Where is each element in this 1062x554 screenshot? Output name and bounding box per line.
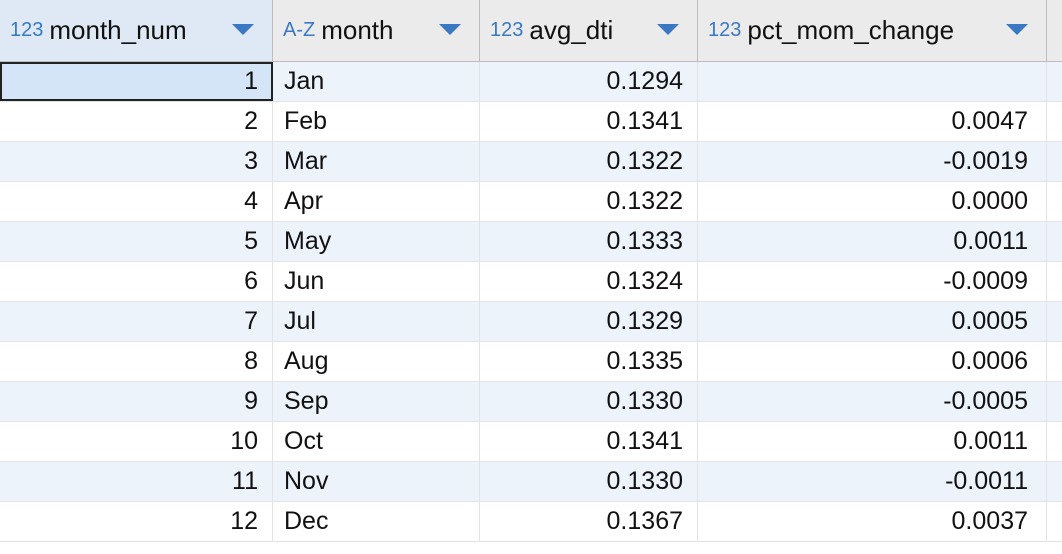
cell-month-num[interactable]: 1: [0, 62, 273, 101]
cell-pct-mom-change[interactable]: 0.0047: [698, 102, 1047, 141]
table-row[interactable]: 2 Feb 0.1341 0.0047: [0, 102, 1062, 142]
cell-month-num[interactable]: 3: [0, 142, 273, 181]
chevron-down-icon[interactable]: [439, 24, 461, 35]
cell-avg-dti[interactable]: 0.1333: [480, 222, 698, 261]
cell-month-num[interactable]: 4: [0, 182, 273, 221]
cell-avg-dti[interactable]: 0.1330: [480, 462, 698, 501]
cell-month[interactable]: Dec: [273, 502, 480, 541]
table-row[interactable]: 12 Dec 0.1367 0.0037: [0, 502, 1062, 542]
column-header-label: avg_dti: [529, 15, 614, 45]
table-row[interactable]: 10 Oct 0.1341 0.0011: [0, 422, 1062, 462]
row-filler: [1047, 182, 1062, 221]
cell-avg-dti[interactable]: 0.1335: [480, 342, 698, 381]
numeric-type-icon: 123: [490, 19, 524, 41]
cell-month[interactable]: Feb: [273, 102, 480, 141]
table-row[interactable]: 6 Jun 0.1324 -0.0009: [0, 262, 1062, 302]
table-row[interactable]: 11 Nov 0.1330 -0.0011: [0, 462, 1062, 502]
cell-month[interactable]: Jul: [273, 302, 480, 341]
cell-avg-dti[interactable]: 0.1322: [480, 182, 698, 221]
cell-pct-mom-change[interactable]: -0.0019: [698, 142, 1047, 181]
table-row[interactable]: 8 Aug 0.1335 0.0006: [0, 342, 1062, 382]
cell-month[interactable]: Sep: [273, 382, 480, 421]
header-spacer: [1047, 0, 1062, 61]
table-row[interactable]: 9 Sep 0.1330 -0.0005: [0, 382, 1062, 422]
table-row[interactable]: 1 Jan 0.1294: [0, 62, 1062, 102]
row-filler: [1047, 462, 1062, 501]
cell-month[interactable]: Apr: [273, 182, 480, 221]
column-header-month[interactable]: A-Z month: [273, 0, 480, 61]
cell-month-num[interactable]: 12: [0, 502, 273, 541]
chevron-down-icon[interactable]: [657, 24, 679, 35]
cell-pct-mom-change[interactable]: 0.0000: [698, 182, 1047, 221]
column-header-label: month: [321, 15, 394, 45]
table-row[interactable]: 7 Jul 0.1329 0.0005: [0, 302, 1062, 342]
cell-month-num[interactable]: 11: [0, 462, 273, 501]
grid-header: 123 month_num A-Z month 123 avg_dti 123 …: [0, 0, 1062, 62]
row-filler: [1047, 142, 1062, 181]
row-filler: [1047, 502, 1062, 541]
row-filler: [1047, 342, 1062, 381]
chevron-down-icon[interactable]: [1006, 24, 1028, 35]
column-header-month-num[interactable]: 123 month_num: [0, 0, 273, 61]
table-row[interactable]: 5 May 0.1333 0.0011: [0, 222, 1062, 262]
cell-avg-dti[interactable]: 0.1322: [480, 142, 698, 181]
cell-pct-mom-change[interactable]: -0.0005: [698, 382, 1047, 421]
row-filler: [1047, 262, 1062, 301]
cell-month-num[interactable]: 7: [0, 302, 273, 341]
cell-month-num[interactable]: 9: [0, 382, 273, 421]
cell-month[interactable]: Nov: [273, 462, 480, 501]
cell-month[interactable]: Jan: [273, 62, 480, 101]
cell-month-num[interactable]: 2: [0, 102, 273, 141]
column-header-pct-mom-change[interactable]: 123 pct_mom_change: [698, 0, 1047, 61]
cell-avg-dti[interactable]: 0.1341: [480, 102, 698, 141]
row-filler: [1047, 222, 1062, 261]
row-filler: [1047, 62, 1062, 101]
table-row[interactable]: 3 Mar 0.1322 -0.0019: [0, 142, 1062, 182]
text-type-icon: A-Z: [283, 19, 316, 41]
cell-pct-mom-change[interactable]: 0.0037: [698, 502, 1047, 541]
cell-pct-mom-change[interactable]: 0.0011: [698, 222, 1047, 261]
cell-avg-dti[interactable]: 0.1324: [480, 262, 698, 301]
cell-pct-mom-change[interactable]: 0.0005: [698, 302, 1047, 341]
cell-pct-mom-change[interactable]: [698, 62, 1047, 101]
numeric-type-icon: 123: [708, 19, 742, 41]
row-filler: [1047, 102, 1062, 141]
cell-month[interactable]: Mar: [273, 142, 480, 181]
column-header-avg-dti[interactable]: 123 avg_dti: [480, 0, 698, 61]
cell-pct-mom-change[interactable]: 0.0011: [698, 422, 1047, 461]
table-row[interactable]: 4 Apr 0.1322 0.0000: [0, 182, 1062, 222]
cell-avg-dti[interactable]: 0.1341: [480, 422, 698, 461]
cell-month[interactable]: May: [273, 222, 480, 261]
row-filler: [1047, 422, 1062, 461]
cell-month[interactable]: Oct: [273, 422, 480, 461]
cell-month[interactable]: Aug: [273, 342, 480, 381]
cell-avg-dti[interactable]: 0.1294: [480, 62, 698, 101]
row-filler: [1047, 302, 1062, 341]
cell-avg-dti[interactable]: 0.1330: [480, 382, 698, 421]
cell-month[interactable]: Jun: [273, 262, 480, 301]
cell-pct-mom-change[interactable]: -0.0009: [698, 262, 1047, 301]
column-header-label: month_num: [49, 15, 187, 45]
cell-pct-mom-change[interactable]: 0.0006: [698, 342, 1047, 381]
row-filler: [1047, 382, 1062, 421]
column-header-label: pct_mom_change: [747, 15, 955, 45]
cell-pct-mom-change[interactable]: -0.0011: [698, 462, 1047, 501]
cell-month-num[interactable]: 6: [0, 262, 273, 301]
cell-avg-dti[interactable]: 0.1367: [480, 502, 698, 541]
numeric-type-icon: 123: [10, 19, 44, 41]
cell-month-num[interactable]: 10: [0, 422, 273, 461]
cell-month-num[interactable]: 8: [0, 342, 273, 381]
chevron-down-icon[interactable]: [232, 24, 254, 35]
cell-avg-dti[interactable]: 0.1329: [480, 302, 698, 341]
cell-month-num[interactable]: 5: [0, 222, 273, 261]
